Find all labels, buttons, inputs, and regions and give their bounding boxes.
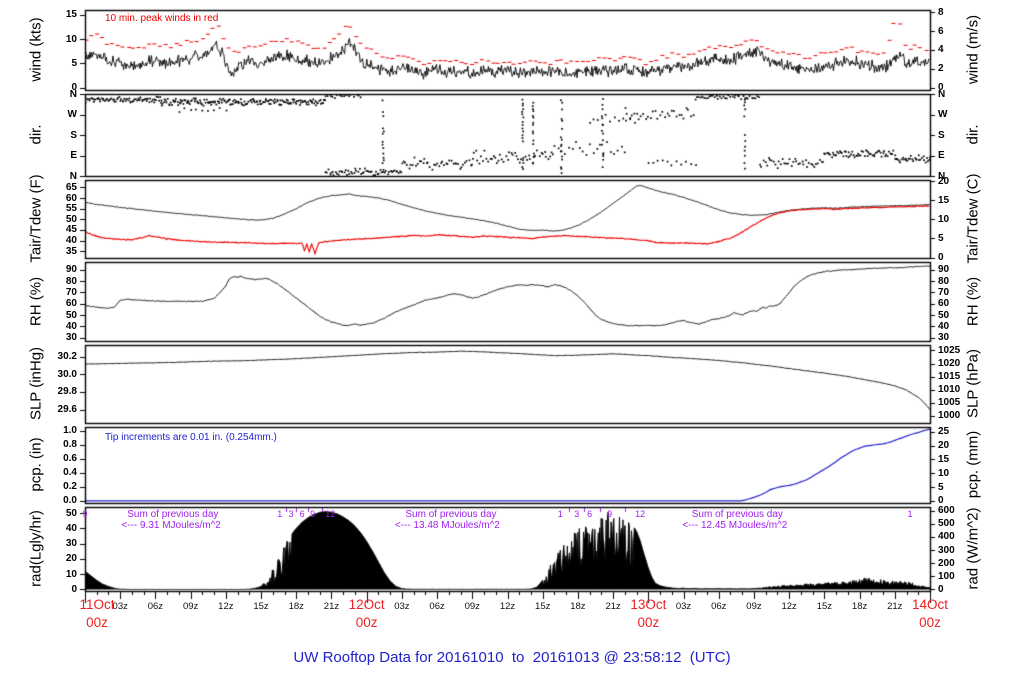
chart-title: UW Rooftop Data for 20161010 to 20161013… bbox=[293, 649, 731, 666]
